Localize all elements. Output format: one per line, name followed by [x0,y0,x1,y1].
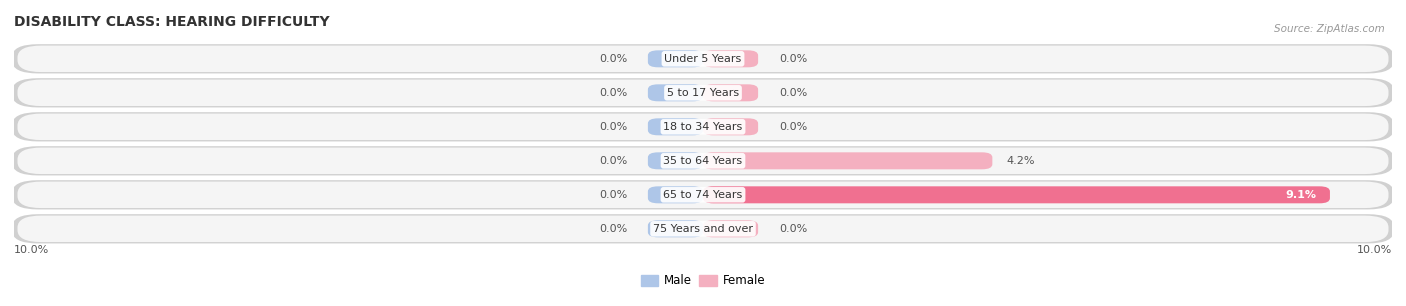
FancyBboxPatch shape [17,114,1389,140]
FancyBboxPatch shape [648,152,703,169]
Text: Under 5 Years: Under 5 Years [665,54,741,64]
FancyBboxPatch shape [17,80,1389,106]
FancyBboxPatch shape [703,118,758,135]
Text: 0.0%: 0.0% [779,122,807,132]
FancyBboxPatch shape [648,84,703,101]
Text: 5 to 17 Years: 5 to 17 Years [666,88,740,98]
Text: 18 to 34 Years: 18 to 34 Years [664,122,742,132]
FancyBboxPatch shape [648,220,703,237]
FancyBboxPatch shape [703,152,993,169]
Text: 0.0%: 0.0% [779,54,807,64]
Text: 0.0%: 0.0% [599,224,627,234]
FancyBboxPatch shape [17,147,1389,174]
FancyBboxPatch shape [648,118,703,135]
FancyBboxPatch shape [13,44,1393,73]
FancyBboxPatch shape [17,46,1389,72]
FancyBboxPatch shape [648,50,703,67]
Text: Source: ZipAtlas.com: Source: ZipAtlas.com [1274,24,1385,35]
Text: 0.0%: 0.0% [599,122,627,132]
Text: 0.0%: 0.0% [599,54,627,64]
FancyBboxPatch shape [13,146,1393,175]
FancyBboxPatch shape [648,186,703,203]
Text: 0.0%: 0.0% [779,88,807,98]
Text: 35 to 64 Years: 35 to 64 Years [664,156,742,166]
FancyBboxPatch shape [13,214,1393,244]
FancyBboxPatch shape [703,50,758,67]
Text: 9.1%: 9.1% [1285,190,1316,200]
Text: 75 Years and over: 75 Years and over [652,224,754,234]
Text: 0.0%: 0.0% [599,190,627,200]
Text: DISABILITY CLASS: HEARING DIFFICULTY: DISABILITY CLASS: HEARING DIFFICULTY [14,15,329,28]
Text: 10.0%: 10.0% [1357,245,1392,255]
FancyBboxPatch shape [13,112,1393,141]
Legend: Male, Female: Male, Female [636,270,770,292]
Text: 4.2%: 4.2% [1007,156,1035,166]
FancyBboxPatch shape [703,186,1330,203]
Text: 10.0%: 10.0% [14,245,49,255]
Text: 0.0%: 0.0% [599,156,627,166]
Text: 0.0%: 0.0% [599,88,627,98]
FancyBboxPatch shape [17,181,1389,208]
Text: 65 to 74 Years: 65 to 74 Years [664,190,742,200]
FancyBboxPatch shape [13,78,1393,107]
FancyBboxPatch shape [703,220,758,237]
FancyBboxPatch shape [703,84,758,101]
FancyBboxPatch shape [13,180,1393,209]
Text: 0.0%: 0.0% [779,224,807,234]
FancyBboxPatch shape [17,215,1389,242]
